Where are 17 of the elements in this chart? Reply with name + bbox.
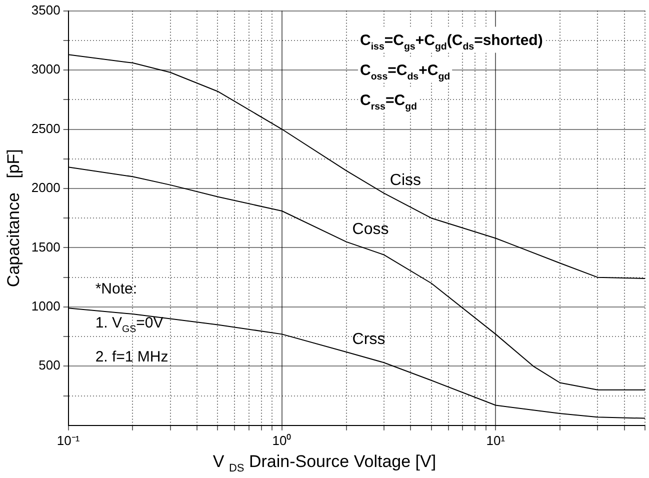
- x-tick-label: 10⁰: [272, 432, 292, 448]
- annotation: *Note:: [95, 280, 138, 298]
- y-tick-label: 3000: [31, 62, 60, 77]
- y-tick-label: 2500: [31, 120, 60, 136]
- y-tick-label: 1000: [31, 298, 60, 314]
- annotation: 2. f=1 MHz: [95, 348, 168, 366]
- y-axis-title: Capacitance [pF]: [4, 149, 23, 288]
- y-tick-label: 2000: [31, 180, 60, 196]
- series-label: Crss: [352, 330, 386, 348]
- y-tick-label: 3500: [31, 2, 60, 18]
- y-tick-label: 500: [38, 358, 60, 373]
- x-axis-title: V $_{DS}$ Drain-Source Voltage [V]: [212, 452, 438, 474]
- y-tick-label: 1500: [31, 239, 60, 254]
- x-tick-label: 10¹: [486, 432, 506, 448]
- series-label: Ciss: [390, 172, 422, 190]
- x-tick-label: 10⁻¹: [56, 432, 80, 448]
- series-label: Coss: [352, 220, 389, 238]
